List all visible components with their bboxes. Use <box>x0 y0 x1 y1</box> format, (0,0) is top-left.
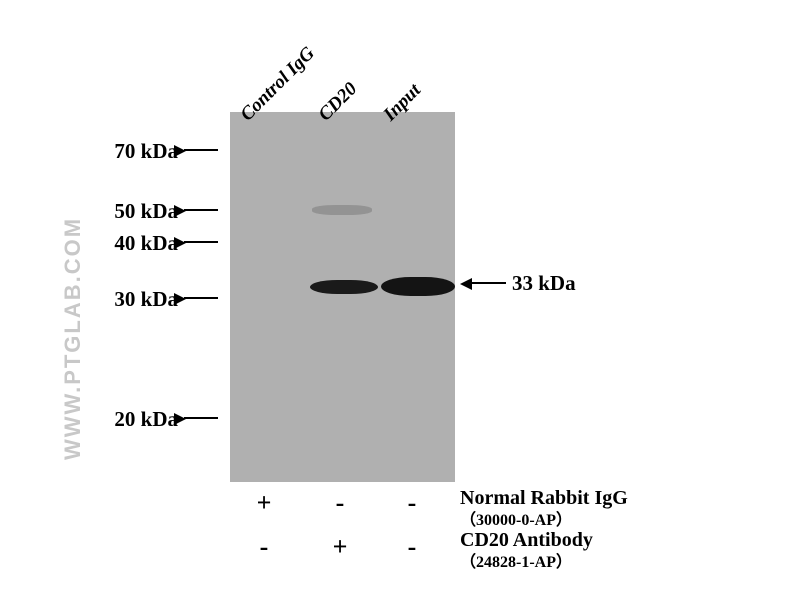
ip-r2-c2: + <box>328 532 352 562</box>
ip-row1-label: Normal Rabbit IgG （30000-0-AP） <box>460 488 628 530</box>
ip-row2-main: CD20 Antibody <box>460 529 593 551</box>
marker-20: 20 kDa <box>86 407 178 432</box>
ip-row1-main: Normal Rabbit IgG <box>460 487 628 509</box>
blot-membrane <box>230 112 455 482</box>
ip-r2-c1: - <box>252 532 276 562</box>
ip-row1-sub: （30000-0-AP） <box>460 512 572 529</box>
ip-r2-c3: - <box>400 532 424 562</box>
ip-row2-sub: （24828-1-AP） <box>460 554 572 571</box>
band-input-lane <box>381 277 455 296</box>
faint-band <box>312 205 372 215</box>
ip-r1-c2: - <box>328 488 352 518</box>
ip-row2-label: CD20 Antibody （24828-1-AP） <box>460 530 593 572</box>
figure-root: WWW.PTGLAB.COM Control IgG CD20 Input 70… <box>0 0 800 600</box>
marker-50: 50 kDa <box>86 199 178 224</box>
marker-40: 40 kDa <box>86 231 178 256</box>
band-cd20-lane <box>310 280 378 294</box>
callout-label: 33 kDa <box>512 271 576 296</box>
ip-r1-c3: - <box>400 488 424 518</box>
ip-r1-c1: + <box>252 488 276 518</box>
marker-70: 70 kDa <box>86 139 178 164</box>
watermark-text: WWW.PTGLAB.COM <box>60 217 86 460</box>
marker-30: 30 kDa <box>86 287 178 312</box>
